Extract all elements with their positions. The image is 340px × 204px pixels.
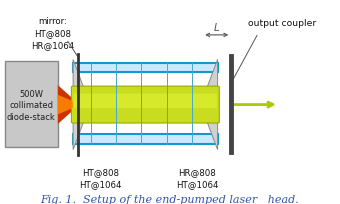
Text: L: L [214, 23, 220, 32]
Polygon shape [201, 105, 218, 150]
Polygon shape [73, 105, 90, 150]
Text: HT@808
HT@1064: HT@808 HT@1064 [79, 167, 122, 188]
Polygon shape [73, 60, 90, 105]
Bar [5, 61, 58, 147]
Text: Fig. 1.  Setup of the end-pumped laser   head.: Fig. 1. Setup of the end-pumped laser he… [40, 194, 300, 204]
FancyBboxPatch shape [71, 87, 219, 123]
FancyBboxPatch shape [74, 94, 217, 109]
Text: 500W
collimated
diode-stack: 500W collimated diode-stack [7, 89, 56, 121]
Polygon shape [58, 86, 73, 124]
Bar [73, 135, 218, 144]
Bar [73, 63, 218, 72]
Text: mirror:
HT@808
HR@1064: mirror: HT@808 HR@1064 [31, 17, 74, 50]
Text: output coupler: output coupler [248, 19, 317, 28]
Text: HR@808
HT@1064: HR@808 HT@1064 [176, 167, 218, 188]
Polygon shape [58, 95, 73, 115]
Polygon shape [201, 60, 218, 105]
